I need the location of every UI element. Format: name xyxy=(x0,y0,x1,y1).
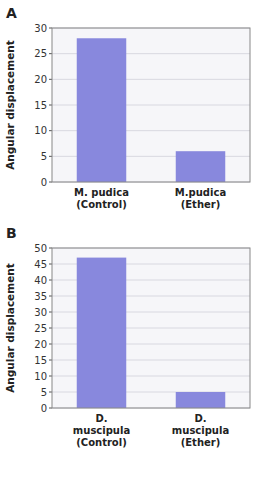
x-tick-label: D.muscipula(Ether) xyxy=(172,413,229,448)
plot-frame xyxy=(52,28,250,182)
x-tick-label-line: D. xyxy=(194,413,206,424)
bars xyxy=(77,38,226,182)
bar xyxy=(176,392,226,408)
x-tick-label-line: muscipula xyxy=(73,425,130,436)
bar xyxy=(176,151,226,182)
x-tick-label-line: (Ether) xyxy=(181,437,221,448)
y-tick-label: 0 xyxy=(41,403,47,414)
y-tick-label: 45 xyxy=(34,259,47,270)
x-tick-label-line: M. pudica xyxy=(74,187,129,198)
panel-label: A xyxy=(6,5,17,21)
y-tick-label: 5 xyxy=(41,151,47,162)
x-tick-label: M. pudica(Control) xyxy=(74,187,129,210)
x-tick-label-line: (Control) xyxy=(76,437,126,448)
panel-label: B xyxy=(6,225,17,241)
y-axis-label: Angular displacement xyxy=(4,263,16,393)
y-tick-label: 40 xyxy=(34,275,47,286)
x-tick-label-line: D. xyxy=(95,413,107,424)
y-axis-label: Angular displacement xyxy=(4,40,16,170)
chart-container: A 0 5 10 15 20 25 30 Angular displacement M. pudi… xyxy=(0,0,259,500)
y-tick-label: 25 xyxy=(34,48,47,59)
y-tick-label: 20 xyxy=(34,339,47,350)
y-tick-label: 30 xyxy=(34,23,47,34)
bars xyxy=(77,258,226,408)
y-tick-label: 0 xyxy=(41,177,47,188)
plot-background xyxy=(52,248,250,408)
x-tick-label-line: (Control) xyxy=(76,199,126,210)
chart-svg: A 0 5 10 15 20 25 30 Angular displacement M. pudi… xyxy=(0,0,259,500)
y-tick-label: 30 xyxy=(34,307,47,318)
y-tick-label: 25 xyxy=(34,323,47,334)
bar xyxy=(77,258,127,408)
x-tick-label: M.pudica(Ether) xyxy=(175,187,226,210)
y-tick-label: 5 xyxy=(41,387,47,398)
panel: A 0 5 10 15 20 25 30 Angular displacement M. pudi… xyxy=(4,5,250,210)
bar xyxy=(77,38,127,182)
x-tick-label-line: M.pudica xyxy=(175,187,226,198)
y-tick-label: 15 xyxy=(34,100,47,111)
plot-background xyxy=(52,28,250,182)
plot-frame xyxy=(52,248,250,408)
y-tick-label: 20 xyxy=(34,74,47,85)
x-tick-label-line: (Ether) xyxy=(181,199,221,210)
panel: B 0 5 10 15 20 25 30 35 40 45 50 Angular displacemen… xyxy=(4,225,250,448)
x-tick-label: D.muscipula(Control) xyxy=(73,413,130,448)
y-tick-label: 35 xyxy=(34,291,47,302)
y-tick-label: 50 xyxy=(34,243,47,254)
x-tick-label-line: muscipula xyxy=(172,425,229,436)
y-tick-label: 10 xyxy=(34,125,47,136)
y-tick-label: 15 xyxy=(34,355,47,366)
y-tick-label: 10 xyxy=(34,371,47,382)
